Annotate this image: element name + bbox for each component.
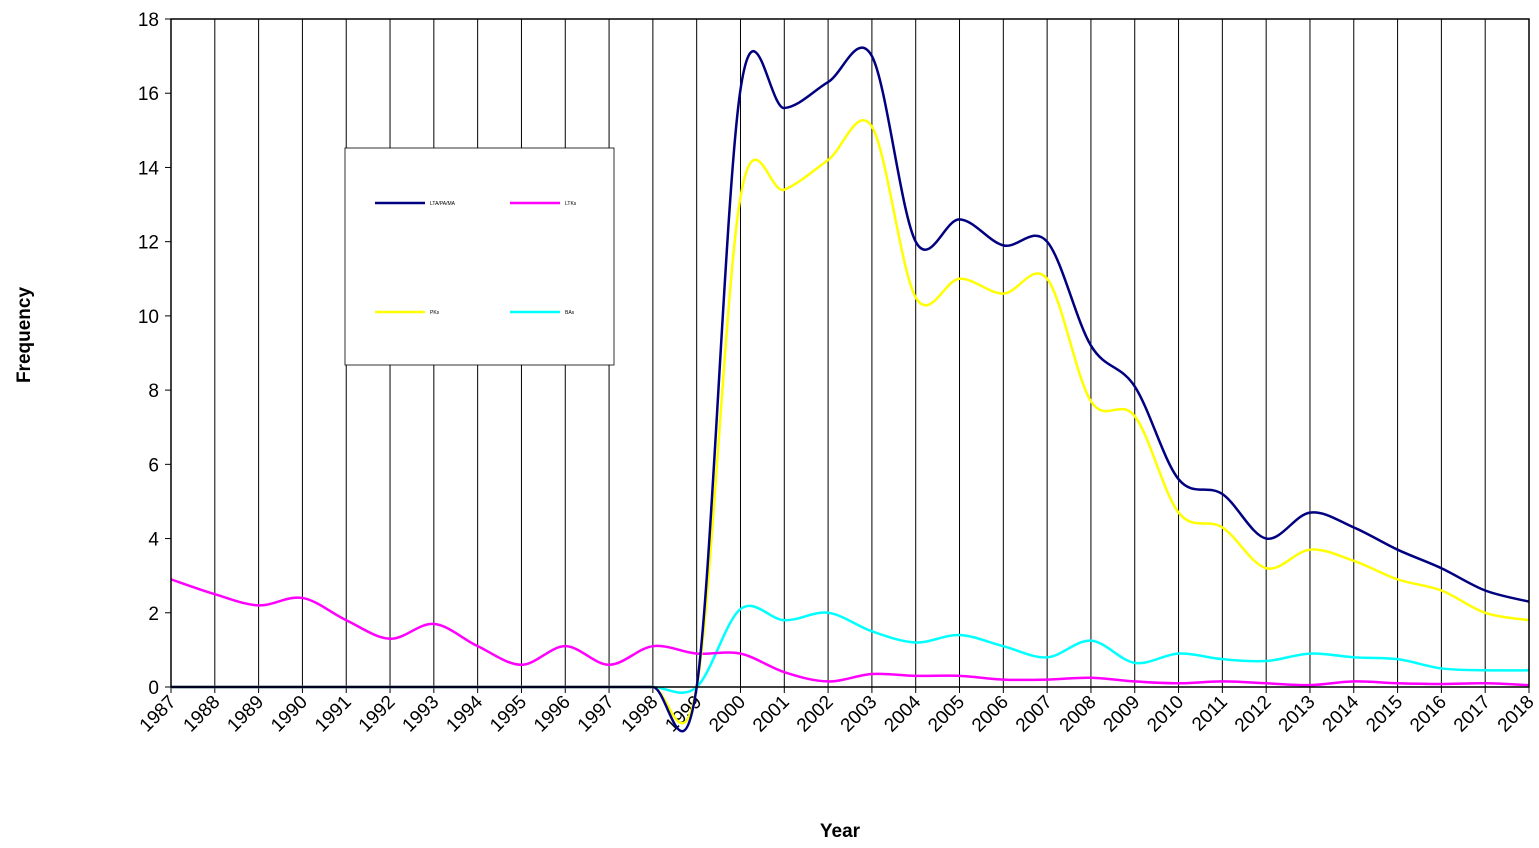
- y-tick-label: 14: [138, 158, 160, 179]
- x-axis-title: Year: [820, 821, 861, 842]
- x-tick-label: 2015: [1362, 692, 1407, 737]
- x-tick-label: 1994: [442, 691, 487, 736]
- y-tick-label: 0: [148, 678, 159, 699]
- y-tick-label: 12: [138, 233, 159, 254]
- plot-border: [170, 18, 1530, 688]
- x-tick-label: 2008: [1056, 692, 1101, 737]
- y-tick-label: 16: [138, 84, 159, 105]
- x-tick-label: 2005: [924, 692, 969, 737]
- x-tick-label: 1996: [530, 692, 575, 737]
- y-tick-label: 6: [148, 455, 159, 476]
- x-tick-label: 2011: [1188, 692, 1232, 736]
- x-tick-label: 2014: [1319, 691, 1364, 736]
- x-tick-label: 2007: [1012, 692, 1057, 737]
- legend-box: [344, 147, 615, 366]
- x-tick-label: 2010: [1143, 692, 1188, 737]
- x-tick-label: 2000: [705, 692, 750, 737]
- x-tick-label: 1991: [311, 692, 356, 737]
- y-tick-label: 18: [138, 10, 159, 31]
- x-tick-label: 1989: [223, 692, 268, 737]
- x-tick-label: 2017: [1450, 692, 1495, 737]
- y-tick-label: 2: [148, 604, 159, 625]
- y-axis-title: Frequency: [14, 287, 35, 384]
- y-tick-label: 8: [148, 381, 159, 402]
- legend-label: BAs: [565, 310, 575, 316]
- x-tick-label: 1992: [355, 692, 400, 737]
- x-tick-label: 1997: [574, 692, 619, 737]
- series-line: [170, 578, 1530, 687]
- x-tick-label: 1998: [618, 692, 663, 737]
- x-tick-label: 1993: [399, 692, 444, 737]
- y-tick-label: 10: [138, 307, 159, 328]
- legend-label: LTA/PA/MA: [430, 201, 456, 207]
- x-tick-label: 2009: [1100, 692, 1145, 737]
- y-tick-label: 4: [148, 530, 159, 551]
- x-tick-label: 2002: [793, 692, 838, 737]
- x-tick-label: 2018: [1494, 692, 1539, 737]
- x-tick-label: 1995: [486, 692, 531, 737]
- legend-label: PKs: [430, 310, 440, 316]
- x-tick-label: 1990: [267, 692, 312, 737]
- x-tick-label: 2001: [749, 692, 794, 737]
- legend-label: LTKs: [565, 201, 577, 207]
- x-tick-label: 2004: [880, 691, 925, 736]
- x-tick-label: 2013: [1275, 692, 1320, 737]
- x-tick-label: 2006: [968, 692, 1013, 737]
- x-tick-label: 2012: [1231, 692, 1276, 737]
- legend: LTA/PA/MA LTKs PKs BAs: [344, 147, 615, 366]
- x-tick-label: 2003: [837, 692, 882, 737]
- x-tick-label: 2016: [1406, 692, 1451, 737]
- x-tick-label: 1988: [180, 692, 225, 737]
